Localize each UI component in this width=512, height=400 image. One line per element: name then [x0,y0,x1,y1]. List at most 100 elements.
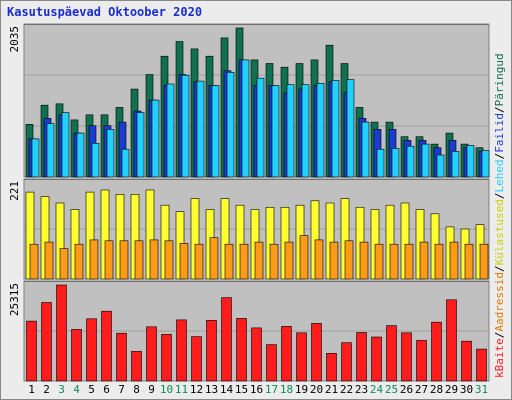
bar-lehed-5 [91,143,100,178]
x-tick-label-9: 9 [148,383,155,396]
x-tick-label-24: 24 [370,383,384,396]
panel-3-max-label: 25315 [8,283,21,316]
bar-aadressid-2 [44,241,54,280]
bar-kbaite-17 [266,344,277,382]
legend-lehed: Lehed [493,159,506,192]
bar-lehed-20 [316,83,325,178]
bar-aadressid-23 [359,241,369,280]
bar-kbaite-26 [401,332,412,382]
x-tick-label-16: 16 [250,383,263,396]
x-tick-label-27: 27 [415,383,428,396]
legend-separator: / [493,265,506,272]
bar-kbaite-2 [41,302,52,382]
bar-aadressid-22 [344,240,354,280]
bar-lehed-17 [271,85,280,178]
x-tick-label-10: 10 [160,383,173,396]
bar-aadressid-29 [449,241,459,280]
bar-aadressid-27 [419,241,429,280]
bar-aadressid-17 [269,243,279,280]
bar-kbaite-28 [431,321,442,382]
bar-kbaite-22 [341,342,352,382]
x-tick-label-29: 29 [445,383,458,396]
legend-separator: / [493,153,506,160]
bar-kbaite-29 [446,299,457,382]
bar-lehed-3 [61,112,70,178]
bar-kbaite-21 [326,352,337,382]
bar-aadressid-26 [404,243,414,280]
legend-failid: Failid [493,113,506,153]
x-tick-label-19: 19 [295,383,308,396]
bar-lehed-22 [346,79,355,178]
bar-kbaite-7 [116,332,127,382]
bar-aadressid-10 [164,240,174,280]
x-tick-label-28: 28 [430,383,443,396]
bar-aadressid-21 [329,241,339,280]
bar-kbaite-10 [161,334,172,382]
bar-aadressid-28 [434,243,444,280]
bar-aadressid-9 [149,239,159,280]
x-tick-label-6: 6 [103,383,110,396]
bar-aadressid-18 [284,241,294,280]
bar-aadressid-14 [224,243,234,280]
x-tick-label-14: 14 [220,383,234,396]
x-tick-label-31: 31 [475,383,488,396]
chart-title: Kasutuspäevad Oktoober 2020 [7,5,203,19]
bar-lehed-27 [421,143,430,178]
bar-kbaite-4 [71,329,82,382]
x-tick-label-5: 5 [88,383,95,396]
bar-lehed-29 [451,151,460,178]
x-tick-label-23: 23 [355,383,368,396]
bar-lehed-24 [376,148,385,178]
bar-kbaite-30 [461,340,472,382]
x-tick-label-20: 20 [310,383,323,396]
bar-lehed-4 [76,132,85,178]
bar-aadressid-13 [209,237,219,280]
bar-aadressid-4 [74,243,84,280]
bar-lehed-10 [166,83,175,178]
bar-lehed-2 [46,123,55,178]
bar-kbaite-25 [386,325,397,382]
legend-kbaite: kBaite [493,338,506,378]
bar-kbaite-14 [221,297,232,382]
bar-lehed-6 [106,129,115,178]
panel-2-max-label: 221 [8,181,21,201]
x-tick-label-1: 1 [28,383,35,396]
bar-aadressid-30 [464,243,474,280]
bar-aadressid-7 [119,240,129,280]
panel-1-max-label: 2035 [8,26,21,53]
bar-kbaite-15 [236,318,247,382]
bar-aadressid-1 [29,243,39,280]
bar-kbaite-31 [476,348,487,382]
bar-lehed-13 [211,85,220,178]
x-tick-label-8: 8 [133,383,140,396]
bar-lehed-25 [391,148,400,178]
legend-separator: / [493,193,506,200]
x-tick-label-12: 12 [190,383,203,396]
legend-separator: / [493,332,506,339]
bar-lehed-30 [466,145,475,178]
bar-aadressid-6 [104,240,114,280]
x-tick-label-22: 22 [340,383,353,396]
bar-lehed-28 [436,154,445,178]
bar-aadressid-12 [194,243,204,280]
x-tick-label-18: 18 [280,383,293,396]
legend-p-ringud: Päringud [493,53,506,106]
bar-kbaite-11 [176,319,187,382]
bar-lehed-16 [256,77,265,178]
bar-lehed-11 [181,74,190,178]
bar-kbaite-5 [86,318,97,382]
bar-aadressid-3 [59,248,69,280]
bar-lehed-21 [331,80,340,178]
bar-kbaite-27 [416,340,427,382]
bar-kbaite-20 [311,323,322,382]
bar-kbaite-24 [371,336,382,382]
bar-lehed-14 [226,72,235,178]
x-tick-label-30: 30 [460,383,473,396]
x-tick-label-26: 26 [400,383,413,396]
bar-kbaite-6 [101,310,112,382]
x-tick-label-7: 7 [118,383,125,396]
bar-lehed-12 [196,80,205,178]
bar-aadressid-15 [239,243,249,280]
bar-lehed-23 [361,121,370,178]
